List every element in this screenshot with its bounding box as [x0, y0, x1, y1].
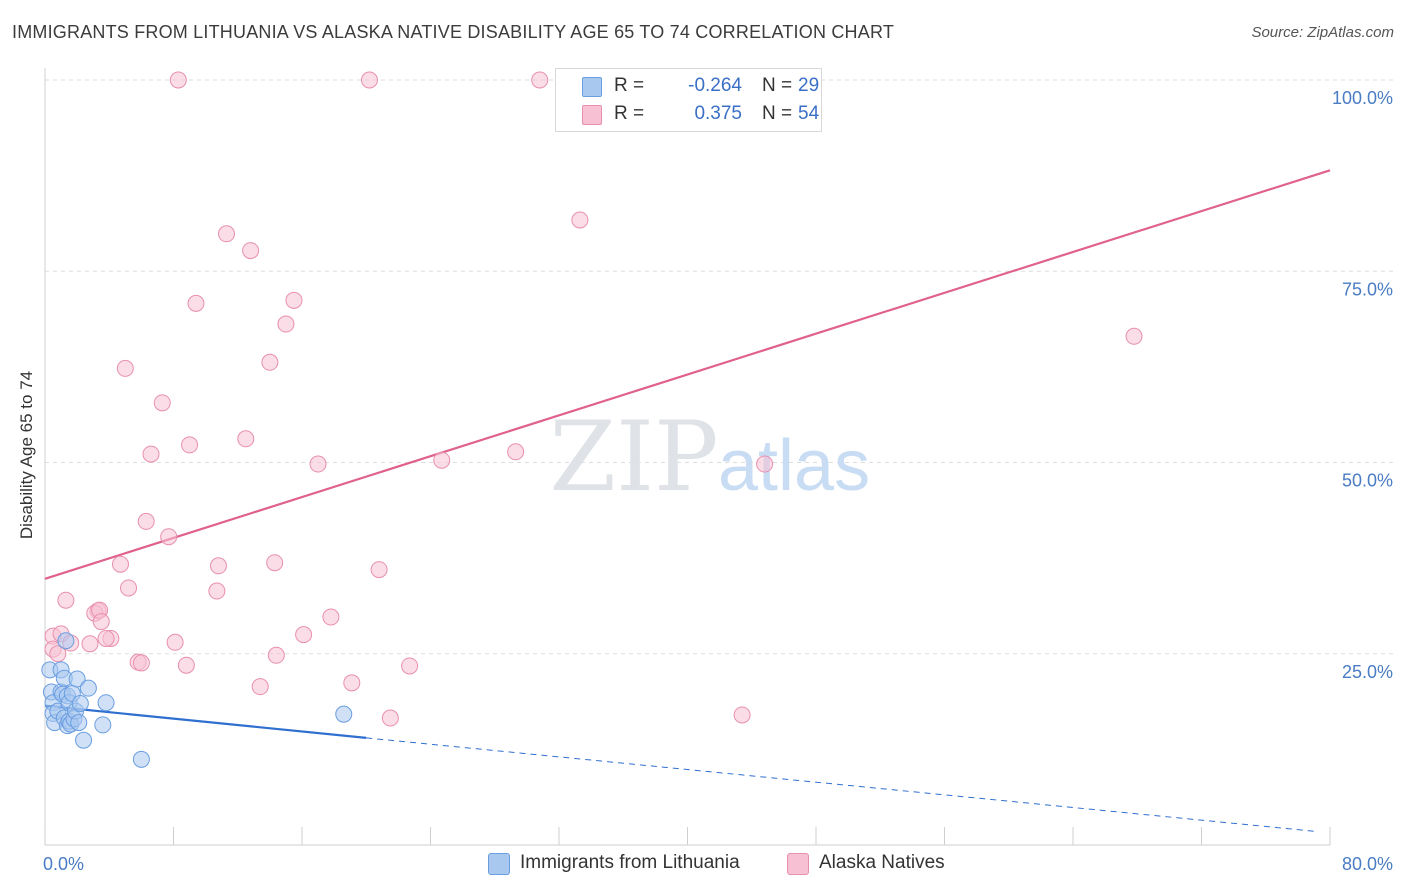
data-point-alaska [267, 646, 285, 664]
data-point-lithuania [335, 705, 353, 723]
trend-lines [44, 169, 1331, 832]
n-value: 54 [798, 103, 820, 124]
watermark-atlas: atlas [718, 426, 870, 506]
lithuania-swatch [582, 77, 602, 97]
chart-title: IMMIGRANTS FROM LITHUANIA VS ALASKA NATI… [12, 22, 895, 42]
n-label: N = [762, 75, 793, 96]
data-point-lithuania [94, 716, 112, 734]
data-point-alaska [381, 709, 399, 727]
watermark: ZIP atlas [549, 401, 870, 513]
data-point-alaska [97, 629, 115, 647]
x-tick-label-min: 0.0% [43, 854, 84, 874]
data-point-lithuania [75, 731, 93, 749]
n-label: N = [762, 103, 793, 124]
data-point-lithuania [79, 679, 97, 697]
source-label: Source: ZipAtlas.com [1251, 24, 1394, 41]
data-points [41, 71, 1143, 768]
data-point-lithuania [57, 632, 75, 650]
gridlines [45, 79, 1393, 655]
data-point-alaska [285, 291, 303, 309]
data-point-alaska [242, 242, 260, 260]
data-point-alaska [531, 71, 549, 89]
data-point-alaska [295, 626, 313, 644]
watermark-zip: ZIP [549, 401, 718, 513]
y-tick-label: 75.0% [1342, 279, 1393, 299]
data-point-alaska [401, 657, 419, 675]
data-point-alaska [92, 613, 110, 631]
data-point-alaska [370, 561, 388, 579]
data-point-alaska [187, 294, 205, 312]
data-point-lithuania [97, 694, 115, 712]
data-point-alaska [116, 359, 134, 377]
trend-line-extension [366, 737, 1314, 832]
r-value: 0.375 [694, 103, 742, 124]
data-point-alaska [237, 430, 255, 448]
data-point-alaska [322, 608, 340, 626]
legend: Immigrants from Lithuania Alaska Natives [0, 850, 1406, 880]
data-point-alaska [160, 528, 178, 546]
data-point-alaska [208, 582, 226, 600]
data-point-alaska [218, 225, 236, 243]
n-value: 29 [798, 75, 820, 96]
data-point-alaska [120, 579, 138, 597]
data-point-alaska [251, 678, 269, 696]
data-point-alaska [343, 674, 361, 692]
data-point-alaska [166, 633, 184, 651]
data-point-alaska [756, 455, 774, 473]
data-point-alaska [137, 512, 155, 530]
data-point-lithuania [70, 714, 88, 732]
data-point-alaska [277, 315, 295, 333]
data-point-alaska [111, 555, 129, 573]
data-point-alaska [360, 71, 378, 89]
data-point-alaska [49, 645, 67, 663]
trend-line-alaska [44, 169, 1331, 580]
data-point-alaska [81, 635, 99, 653]
data-point-alaska [309, 455, 327, 473]
legend-label-lithuania: Immigrants from Lithuania [520, 852, 740, 873]
alaska-swatch [582, 105, 602, 125]
data-point-alaska [261, 353, 279, 371]
legend-swatch-lithuania [488, 853, 510, 875]
x-tick-label-max: 80.0% [1342, 854, 1393, 874]
data-point-alaska [177, 656, 195, 674]
r-label: R = [614, 103, 645, 124]
data-point-alaska [1125, 327, 1143, 345]
data-point-alaska [571, 211, 589, 229]
data-point-alaska [169, 71, 187, 89]
tick-labels: 25.0% 50.0% 75.0% 100.0% 0.0% 80.0% [43, 88, 1393, 874]
data-point-alaska [733, 706, 751, 724]
data-point-alaska [266, 554, 284, 572]
trend-line-lithuania [44, 704, 367, 739]
legend-label-alaska: Alaska Natives [819, 852, 945, 873]
data-point-lithuania [132, 750, 150, 768]
data-point-alaska [142, 445, 160, 463]
stats-legend-box: R = -0.264 N = 29 R = 0.375 N = 54 [555, 68, 822, 132]
data-point-alaska [433, 451, 451, 469]
legend-swatch-alaska [787, 853, 809, 875]
y-tick-label: 50.0% [1342, 471, 1393, 491]
data-point-alaska [181, 436, 199, 454]
y-tick-label: 25.0% [1342, 662, 1393, 682]
data-point-alaska [209, 557, 227, 575]
y-tick-label: 100.0% [1332, 88, 1393, 108]
data-point-alaska [57, 591, 75, 609]
r-label: R = [614, 75, 645, 96]
data-point-alaska [153, 394, 171, 412]
data-point-lithuania [68, 670, 86, 688]
data-point-lithuania [71, 694, 89, 712]
data-point-alaska [507, 443, 525, 461]
data-point-alaska [132, 654, 150, 672]
r-value: -0.264 [688, 75, 742, 96]
